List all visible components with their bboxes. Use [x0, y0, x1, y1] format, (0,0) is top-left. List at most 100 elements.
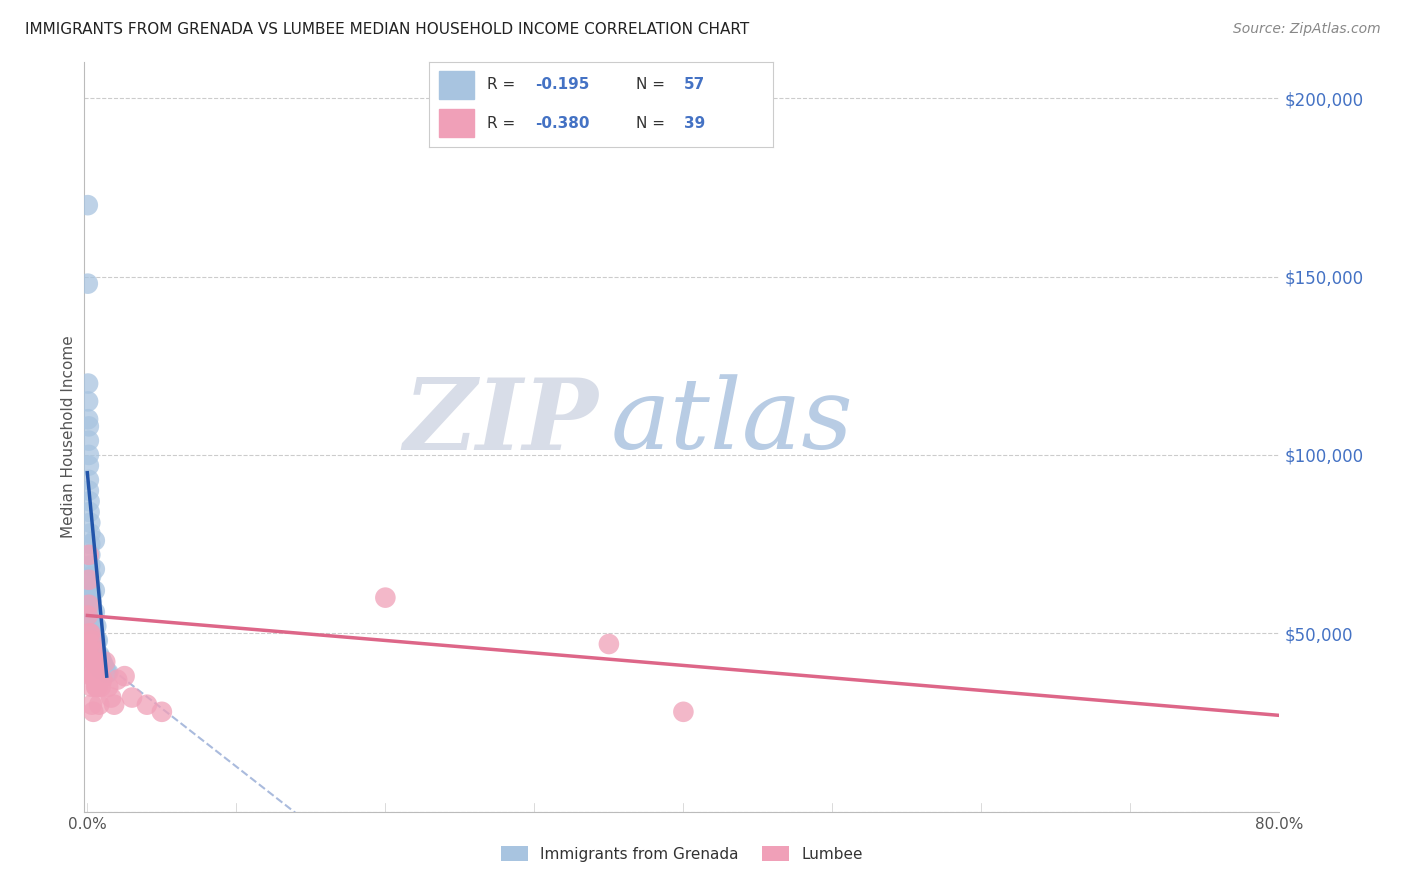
Point: [77, 548, 100, 562]
Point: [91, 655, 114, 669]
Text: R =: R =: [488, 77, 516, 92]
Point: [84, 680, 107, 694]
Point: [103, 698, 125, 712]
Point: [77, 419, 100, 434]
Point: [96, 665, 118, 680]
Point: [82, 705, 104, 719]
Point: [150, 705, 173, 719]
Point: [83, 655, 105, 669]
Point: [79, 558, 101, 573]
Point: [90, 680, 112, 694]
Point: [83, 533, 105, 548]
Point: [79, 505, 101, 519]
Point: [77, 598, 100, 612]
Point: [80, 601, 103, 615]
Point: [77, 448, 100, 462]
Point: [79, 651, 101, 665]
Point: [82, 630, 104, 644]
Point: [80, 633, 103, 648]
Point: [79, 494, 101, 508]
Point: [89, 698, 111, 712]
Text: N =: N =: [636, 77, 665, 92]
Point: [82, 648, 104, 662]
Point: [91, 673, 114, 687]
Point: [79, 626, 101, 640]
Point: [83, 583, 105, 598]
Point: [76, 277, 98, 291]
Text: R =: R =: [488, 116, 516, 131]
Point: [82, 651, 104, 665]
Point: [97, 680, 120, 694]
Point: [80, 644, 103, 658]
Point: [80, 698, 103, 712]
Point: [77, 473, 100, 487]
Point: [79, 626, 101, 640]
Point: [84, 633, 107, 648]
Bar: [439, 71, 474, 99]
Point: [87, 633, 110, 648]
Point: [79, 537, 101, 551]
Point: [672, 705, 695, 719]
Point: [79, 637, 101, 651]
Point: [79, 662, 101, 676]
Point: [136, 698, 159, 712]
Point: [80, 669, 103, 683]
Text: -0.195: -0.195: [536, 77, 591, 92]
Point: [76, 198, 98, 212]
Point: [77, 605, 100, 619]
Point: [79, 526, 101, 541]
Point: [80, 594, 103, 608]
Point: [83, 562, 105, 576]
Point: [80, 637, 103, 651]
Point: [82, 669, 104, 683]
Text: N =: N =: [636, 116, 665, 131]
Text: Source: ZipAtlas.com: Source: ZipAtlas.com: [1233, 22, 1381, 37]
Point: [80, 608, 103, 623]
Point: [83, 605, 105, 619]
Text: -0.380: -0.380: [536, 116, 591, 131]
Point: [105, 673, 128, 687]
Point: [100, 690, 122, 705]
Point: [77, 434, 100, 448]
Point: [82, 644, 104, 658]
Point: [87, 658, 110, 673]
Point: [84, 680, 107, 694]
Point: [79, 516, 101, 530]
Point: [79, 548, 101, 562]
Point: [374, 591, 396, 605]
Point: [76, 608, 98, 623]
Point: [83, 644, 105, 658]
Point: [114, 669, 136, 683]
Point: [121, 690, 143, 705]
Point: [89, 662, 111, 676]
Point: [80, 580, 103, 594]
Point: [89, 648, 111, 662]
Point: [80, 587, 103, 601]
Point: [598, 637, 620, 651]
Point: [90, 662, 112, 676]
Point: [80, 615, 103, 630]
Point: [82, 637, 104, 651]
Y-axis label: Median Household Income: Median Household Income: [60, 335, 76, 539]
Point: [87, 648, 110, 662]
Legend: Immigrants from Grenada, Lumbee: Immigrants from Grenada, Lumbee: [495, 839, 869, 868]
Point: [77, 376, 100, 391]
Point: [77, 394, 100, 409]
Point: [80, 569, 103, 583]
Point: [77, 412, 100, 426]
Bar: [439, 109, 474, 137]
Text: atlas: atlas: [610, 375, 853, 470]
Point: [80, 680, 103, 694]
Point: [82, 623, 104, 637]
Text: 39: 39: [683, 116, 704, 131]
Point: [84, 648, 107, 662]
Text: ZIP: ZIP: [404, 374, 599, 470]
Text: IMMIGRANTS FROM GRENADA VS LUMBEE MEDIAN HOUSEHOLD INCOME CORRELATION CHART: IMMIGRANTS FROM GRENADA VS LUMBEE MEDIAN…: [25, 22, 749, 37]
Point: [94, 662, 117, 676]
Point: [89, 658, 111, 673]
Point: [94, 655, 117, 669]
Point: [93, 658, 115, 673]
Point: [77, 458, 100, 473]
Point: [83, 669, 105, 683]
Point: [90, 651, 112, 665]
